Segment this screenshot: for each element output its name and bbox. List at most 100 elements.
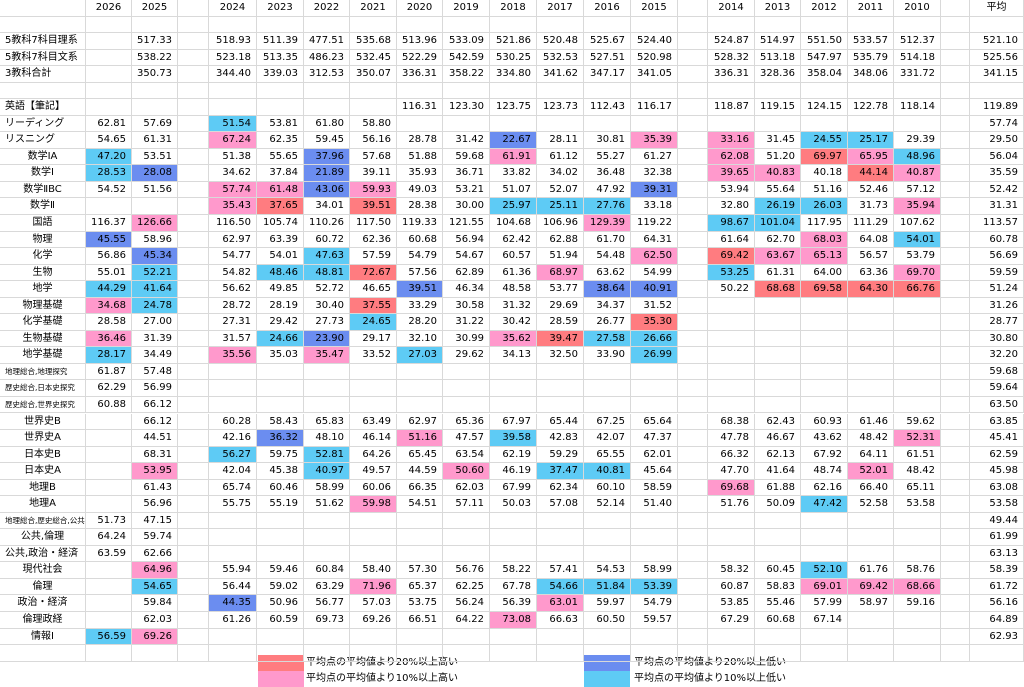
- score-cell[interactable]: [397, 82, 443, 100]
- score-cell[interactable]: [257, 380, 304, 397]
- score-cell[interactable]: 31.57: [209, 330, 257, 348]
- score-cell[interactable]: [894, 82, 941, 100]
- score-cell[interactable]: [941, 430, 970, 447]
- score-cell[interactable]: [941, 595, 970, 612]
- score-cell[interactable]: 51.07: [490, 181, 537, 199]
- score-cell[interactable]: [209, 396, 257, 414]
- score-cell[interactable]: 22.67: [490, 132, 537, 149]
- score-cell[interactable]: 26.99: [631, 347, 678, 364]
- score-cell[interactable]: 30.40: [304, 297, 350, 315]
- empty-cell[interactable]: [86, 645, 132, 662]
- score-cell[interactable]: 63.54: [443, 446, 490, 464]
- score-cell[interactable]: [755, 628, 801, 646]
- score-cell[interactable]: [848, 545, 894, 563]
- score-cell[interactable]: [178, 330, 209, 348]
- empty-cell[interactable]: [678, 645, 708, 662]
- empty-cell[interactable]: [443, 645, 490, 662]
- score-cell[interactable]: 26.03: [801, 198, 848, 215]
- score-cell[interactable]: 52.46: [848, 181, 894, 199]
- score-cell[interactable]: [678, 479, 708, 497]
- score-cell[interactable]: 68.31: [132, 446, 178, 464]
- score-cell[interactable]: 47.63: [304, 248, 350, 265]
- row-label[interactable]: 歴史総合,日本史探究: [0, 380, 86, 397]
- score-cell[interactable]: [894, 396, 941, 414]
- score-cell[interactable]: 33.90: [584, 347, 631, 364]
- score-cell[interactable]: 26.77: [584, 314, 631, 331]
- score-cell[interactable]: 39.51: [397, 281, 443, 298]
- score-cell[interactable]: [537, 512, 584, 530]
- score-cell[interactable]: 58.76: [894, 562, 941, 579]
- score-cell[interactable]: [443, 529, 490, 546]
- score-cell[interactable]: [350, 16, 397, 34]
- score-cell[interactable]: [490, 512, 537, 530]
- score-cell[interactable]: [801, 512, 848, 530]
- score-cell[interactable]: [941, 16, 970, 34]
- score-cell[interactable]: [708, 545, 755, 563]
- score-cell[interactable]: 61.12: [537, 148, 584, 166]
- score-cell[interactable]: 101.04: [755, 215, 801, 232]
- score-cell[interactable]: 117.95: [801, 215, 848, 232]
- score-cell[interactable]: 28.19: [257, 297, 304, 315]
- score-cell[interactable]: 105.74: [257, 215, 304, 232]
- score-cell[interactable]: 33.18: [631, 198, 678, 215]
- score-cell[interactable]: [631, 16, 678, 34]
- score-cell[interactable]: [304, 545, 350, 563]
- score-cell[interactable]: [443, 115, 490, 133]
- score-cell[interactable]: 55.27: [584, 148, 631, 166]
- score-cell[interactable]: 63.13: [970, 545, 1024, 563]
- score-cell[interactable]: 521.86: [490, 33, 537, 50]
- score-cell[interactable]: 43.62: [801, 430, 848, 447]
- score-cell[interactable]: 62.25: [443, 578, 490, 596]
- score-cell[interactable]: 51.76: [708, 496, 755, 513]
- score-cell[interactable]: 63.67: [755, 248, 801, 265]
- score-cell[interactable]: 119.33: [397, 215, 443, 232]
- score-cell[interactable]: 59.62: [894, 413, 941, 431]
- score-cell[interactable]: [755, 16, 801, 34]
- score-cell[interactable]: 66.63: [537, 611, 584, 629]
- score-cell[interactable]: 53.95: [132, 463, 178, 480]
- score-cell[interactable]: [678, 297, 708, 315]
- score-cell[interactable]: 42.83: [537, 430, 584, 447]
- score-cell[interactable]: [941, 363, 970, 381]
- score-cell[interactable]: 53.58: [970, 496, 1024, 513]
- empty-cell[interactable]: [894, 645, 941, 662]
- score-cell[interactable]: 30.42: [490, 314, 537, 331]
- score-cell[interactable]: 60.88: [86, 396, 132, 414]
- score-cell[interactable]: 50.09: [755, 496, 801, 513]
- score-cell[interactable]: [178, 380, 209, 397]
- empty-row-cell[interactable]: [0, 645, 86, 662]
- score-cell[interactable]: [178, 562, 209, 579]
- score-cell[interactable]: [178, 479, 209, 497]
- score-cell[interactable]: [894, 380, 941, 397]
- score-cell[interactable]: [941, 181, 970, 199]
- score-cell[interactable]: 60.50: [584, 611, 631, 629]
- score-cell[interactable]: 46.34: [443, 281, 490, 298]
- score-cell[interactable]: 43.06: [304, 181, 350, 199]
- score-cell[interactable]: 59.97: [584, 595, 631, 612]
- score-cell[interactable]: [304, 82, 350, 100]
- score-cell[interactable]: 59.75: [257, 446, 304, 464]
- score-cell[interactable]: 56.44: [209, 578, 257, 596]
- score-cell[interactable]: [257, 363, 304, 381]
- score-cell[interactable]: [941, 347, 970, 364]
- score-cell[interactable]: 30.00: [443, 198, 490, 215]
- score-cell[interactable]: [708, 297, 755, 315]
- score-cell[interactable]: [132, 99, 178, 116]
- score-cell[interactable]: 525.67: [584, 33, 631, 50]
- score-cell[interactable]: 523.18: [209, 49, 257, 67]
- score-cell[interactable]: 54.52: [86, 181, 132, 199]
- score-cell[interactable]: 513.18: [755, 49, 801, 67]
- score-cell[interactable]: 63.59: [86, 545, 132, 563]
- score-cell[interactable]: 34.13: [490, 347, 537, 364]
- score-cell[interactable]: 27.03: [397, 347, 443, 364]
- score-cell[interactable]: 62.59: [970, 446, 1024, 464]
- score-cell[interactable]: 60.45: [755, 562, 801, 579]
- score-cell[interactable]: 45.34: [132, 248, 178, 265]
- score-cell[interactable]: [178, 314, 209, 331]
- score-cell[interactable]: 56.86: [86, 248, 132, 265]
- row-label[interactable]: 数学ⅠA: [0, 148, 86, 166]
- score-cell[interactable]: [941, 248, 970, 265]
- score-cell[interactable]: [86, 562, 132, 579]
- score-cell[interactable]: [209, 628, 257, 646]
- score-cell[interactable]: 39.58: [490, 430, 537, 447]
